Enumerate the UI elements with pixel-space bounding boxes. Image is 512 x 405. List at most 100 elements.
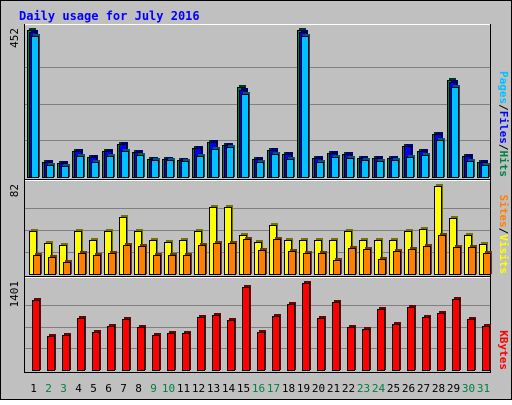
bar-pages-day-23 xyxy=(361,158,370,178)
bar-kbytes-day-20 xyxy=(317,316,326,371)
x-tick-label-2: 2 xyxy=(45,382,52,395)
bar-kbytes-day-19 xyxy=(302,281,311,371)
bar-face xyxy=(286,159,294,178)
bar-sites-day-20 xyxy=(318,251,327,275)
x-tick-label-19: 19 xyxy=(297,382,310,395)
x-tick-label-27: 27 xyxy=(417,382,430,395)
bar-sites-day-25 xyxy=(393,249,402,275)
bar-face xyxy=(183,255,191,275)
x-tick-label-28: 28 xyxy=(432,382,445,395)
bar-kbytes-day-3 xyxy=(62,333,71,371)
bar-face xyxy=(107,326,115,371)
bar-face xyxy=(153,255,161,275)
bar-pages-day-25 xyxy=(391,158,400,178)
bar-face xyxy=(121,151,129,178)
bar-face xyxy=(483,253,491,275)
bar-face xyxy=(391,160,399,178)
bar-sites-day-14 xyxy=(228,241,237,275)
bar-face xyxy=(316,162,324,178)
x-tick-label-20: 20 xyxy=(312,382,325,395)
bar-face xyxy=(242,287,250,371)
x-tick-label-3: 3 xyxy=(60,382,67,395)
bar-face xyxy=(301,36,309,178)
x-tick-label-18: 18 xyxy=(282,382,295,395)
bar-kbytes-day-13 xyxy=(212,313,221,371)
bar-face xyxy=(211,149,219,178)
bar-face xyxy=(271,154,279,178)
bar-face xyxy=(61,166,69,178)
x-tick-label-1: 1 xyxy=(30,382,37,395)
bar-pages-day-13 xyxy=(211,147,220,178)
bar-face xyxy=(78,253,86,275)
bar-pages-day-10 xyxy=(166,158,175,178)
bar-face xyxy=(408,249,416,275)
bar-kbytes-day-24 xyxy=(377,307,386,371)
bar-pages-day-12 xyxy=(196,154,205,178)
bar-face xyxy=(258,250,266,275)
bar-face xyxy=(228,243,236,275)
bar-sites-day-2 xyxy=(48,255,57,275)
axis-label-part: / xyxy=(497,104,510,111)
bar-pages-day-14 xyxy=(226,145,235,178)
bar-pages-day-17 xyxy=(271,152,280,178)
bar-face xyxy=(287,304,295,371)
bar-face xyxy=(423,246,431,275)
bar-pages-day-2 xyxy=(46,163,55,178)
x-tick-label-26: 26 xyxy=(402,382,415,395)
bar-pages-day-4 xyxy=(76,154,85,178)
bar-kbytes-day-15 xyxy=(242,285,251,371)
bar-pages-day-15 xyxy=(241,92,250,178)
axis-label-part: Visits xyxy=(497,234,510,274)
bar-face xyxy=(376,161,384,178)
bar-face xyxy=(166,160,174,178)
bar-sites-day-11 xyxy=(183,253,192,275)
bar-face xyxy=(91,162,99,178)
bar-face xyxy=(273,239,281,275)
bar-face xyxy=(136,155,144,178)
bar-face xyxy=(93,255,101,275)
bar-sites-day-30 xyxy=(468,245,477,275)
bar-sites-day-1 xyxy=(33,253,42,275)
bar-face xyxy=(226,147,234,178)
bar-pages-day-3 xyxy=(61,164,70,178)
bar-face xyxy=(62,335,70,371)
y-max-label: 82 xyxy=(8,184,21,197)
bar-sites-day-18 xyxy=(288,249,297,275)
x-tick-label-30: 30 xyxy=(462,382,475,395)
bar-kbytes-day-5 xyxy=(92,330,101,371)
bar-face xyxy=(63,262,71,275)
bar-face xyxy=(378,259,386,275)
x-tick-label-12: 12 xyxy=(192,382,205,395)
bar-sites-day-3 xyxy=(63,260,72,275)
bar-face xyxy=(437,313,445,371)
bar-face xyxy=(243,239,251,275)
x-tick-label-31: 31 xyxy=(477,382,490,395)
x-tick-label-14: 14 xyxy=(222,382,236,395)
bar-face xyxy=(468,247,476,275)
bar-kbytes-day-16 xyxy=(257,330,266,371)
bar-pages-day-30 xyxy=(466,159,475,178)
axis-label-part: Pages xyxy=(497,71,510,104)
bar-face xyxy=(406,157,414,178)
bar-kbytes-day-30 xyxy=(467,317,476,371)
bar-sites-day-8 xyxy=(138,244,147,275)
bar-face xyxy=(347,327,355,371)
panel-visits-sites: 82 Sites/Visits xyxy=(8,180,510,277)
bar-face xyxy=(377,309,385,371)
bar-pages-day-27 xyxy=(421,153,430,178)
y-max-label: 1401 xyxy=(8,281,21,308)
x-tick-label-9: 9 xyxy=(150,382,157,395)
bar-sites-day-6 xyxy=(108,251,117,275)
bar-pages-day-29 xyxy=(451,85,460,178)
x-tick-label-24: 24 xyxy=(372,382,386,395)
bar-pages-day-1 xyxy=(31,34,40,178)
axis-label-part: Files xyxy=(497,111,510,144)
bar-face xyxy=(331,157,339,178)
bar-face xyxy=(317,318,325,371)
bar-kbytes-day-11 xyxy=(182,331,191,371)
bar-face xyxy=(346,158,354,178)
bar-kbytes-day-10 xyxy=(167,331,176,371)
bar-sites-day-21 xyxy=(333,258,342,275)
bar-kbytes-day-7 xyxy=(122,317,131,371)
bar-face xyxy=(481,165,489,178)
